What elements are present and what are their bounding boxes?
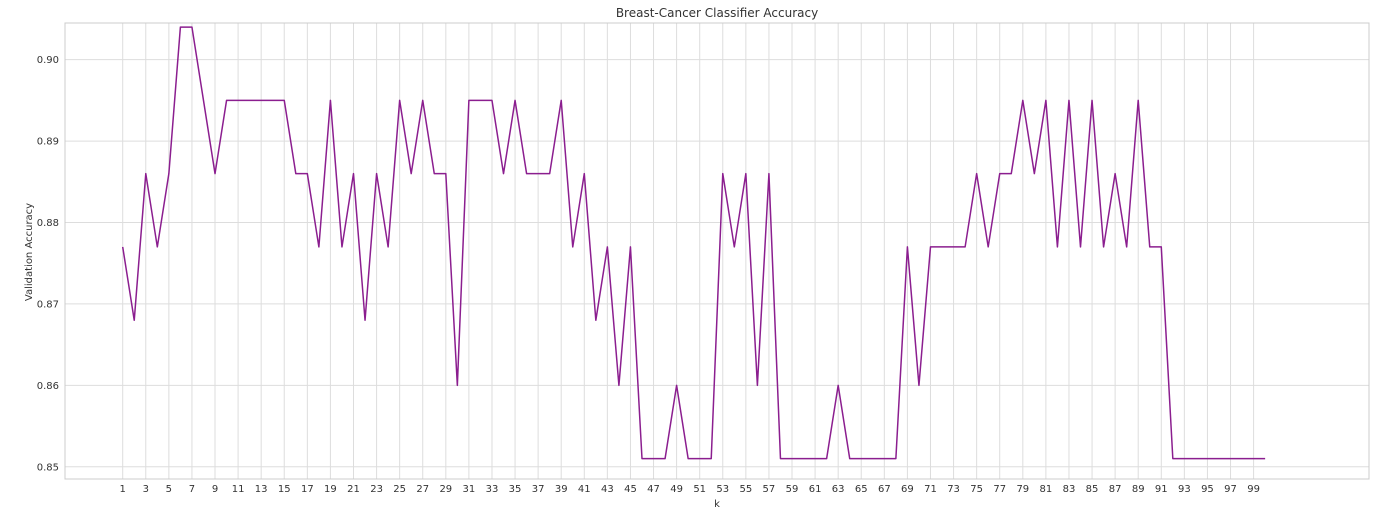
y-tick-label: 0.87 [37,299,59,310]
y-tick-label: 0.85 [37,462,59,473]
series-layer [121,26,1266,460]
y-tick-labels: 0.85 0.86 0.87 0.88 0.89 0.90 [37,55,59,473]
x-tick-label: 77 [993,484,1006,495]
x-tick-label: 35 [509,484,522,495]
series-line [121,26,1266,460]
x-tick-label: 63 [832,484,845,495]
x-tick-label: 17 [301,484,314,495]
x-tick-label: 25 [393,484,406,495]
plot-frame [64,22,1370,480]
x-tick-label: 27 [416,484,429,495]
x-tick-label: 3 [143,484,149,495]
x-tick-label: 79 [1016,484,1029,495]
x-tick-label: 85 [1086,484,1099,495]
x-tick-label: 29 [439,484,452,495]
x-tick-label: 59 [786,484,799,495]
x-tick-label: 31 [463,484,476,495]
x-tick-label: 57 [763,484,776,495]
x-tick-label: 73 [947,484,960,495]
y-tick-label: 0.90 [37,55,59,66]
y-tick-label: 0.86 [37,381,59,392]
y-tick-label: 0.89 [37,137,59,148]
x-tick-label: 67 [878,484,891,495]
x-tick-label: 41 [578,484,591,495]
x-tick-label: 99 [1247,484,1260,495]
x-tick-label: 83 [1063,484,1076,495]
x-tick-label: 37 [532,484,545,495]
x-tick-label: 95 [1201,484,1214,495]
x-tick-label: 1 [120,484,126,495]
x-tick-labels: 1 3 5 7 9 11 13 15 17 19 21 23 25 27 29 31 33 35 37 39 41 43 4… [120,484,1260,495]
x-tick-label: 55 [739,484,752,495]
x-tick-label: 71 [924,484,937,495]
x-tick-label: 23 [370,484,383,495]
x-tick-label: 53 [716,484,729,495]
x-tick-label: 51 [693,484,706,495]
x-tick-label: 61 [809,484,822,495]
y-gridlines [65,59,1369,468]
y-axis-label: Validation Accuracy [24,203,35,301]
x-tick-label: 11 [232,484,245,495]
chart-title: Breast-Cancer Classifier Accuracy [616,6,818,20]
x-tick-label: 89 [1132,484,1145,495]
x-tick-label: 81 [1040,484,1053,495]
x-tick-label: 69 [901,484,914,495]
x-tick-label: 43 [601,484,614,495]
x-tick-label: 15 [278,484,291,495]
y-tick-label: 0.88 [37,218,59,229]
x-tick-label: 39 [555,484,568,495]
x-tick-label: 33 [486,484,499,495]
x-gridlines [122,23,1255,479]
x-tick-label: 93 [1178,484,1191,495]
x-tick-label: 49 [670,484,683,495]
x-tick-label: 87 [1109,484,1122,495]
x-tick-label: 5 [166,484,172,495]
x-tick-label: 91 [1155,484,1168,495]
x-tick-label: 19 [324,484,337,495]
x-tick-label: 97 [1224,484,1237,495]
x-tick-label: 13 [255,484,268,495]
x-tick-label: 45 [624,484,637,495]
x-tick-label: 47 [647,484,660,495]
x-tick-label: 75 [970,484,983,495]
x-tick-label: 21 [347,484,360,495]
x-tick-label: 65 [855,484,868,495]
x-tick-label: 7 [189,484,195,495]
x-axis-label: k [714,499,720,510]
x-tick-label: 9 [212,484,218,495]
